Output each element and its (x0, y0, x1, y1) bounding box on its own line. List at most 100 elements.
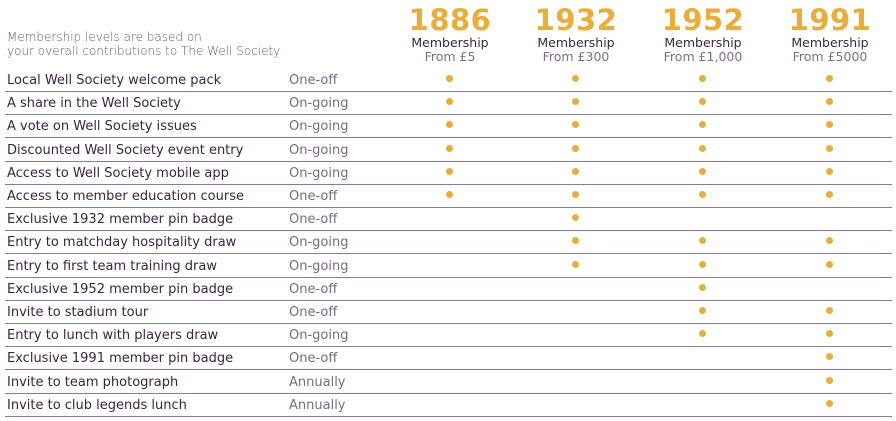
row-divider (5, 160, 892, 162)
table-row: Access to Well Society mobile app On-goin… (0, 162, 892, 185)
row-divider (5, 137, 892, 139)
intro-line-1: Membership levels are based on (7, 30, 202, 44)
benefit-label: Local Well Society welcome pack (7, 73, 222, 88)
benefit-label: Discounted Well Society event entry (7, 142, 244, 158)
tier-header-1991: 1991 Membership From £5000 (770, 4, 890, 64)
benefit-label: Invite to club legends lunch (7, 397, 187, 413)
tier-header-1932: 1932 Membership From £300 (516, 4, 636, 64)
included-dot-icon (699, 98, 706, 106)
row-divider (5, 346, 892, 348)
intro-line-2: your overall contributions to The Well S… (7, 44, 281, 58)
benefit-label: Entry to first team training draw (7, 258, 217, 274)
tier-name: Membership (664, 35, 742, 50)
included-dot-icon (826, 399, 833, 407)
included-dot-icon (826, 330, 833, 338)
tier-price: From £1,000 (663, 49, 743, 64)
included-dot-icon (446, 191, 453, 198)
tier-price: From £5000 (792, 49, 868, 64)
row-divider (5, 183, 892, 185)
table-row: A share in the Well Society On-going (0, 92, 892, 116)
included-dot-icon (826, 376, 833, 384)
table-row: Invite to team photograph Annually (0, 371, 892, 394)
table-row: Invite to club legends lunch Annually (0, 394, 892, 417)
table-row: Invite to stadium tour One-off (0, 301, 892, 324)
benefit-frequency: On-going (289, 328, 349, 344)
included-dot-icon (446, 144, 453, 152)
included-dot-icon (699, 330, 706, 338)
tier-name: Membership (411, 35, 489, 50)
table-row: Access to member education course One-off (0, 185, 892, 208)
benefit-frequency: Annually (289, 397, 346, 413)
benefit-frequency: One-off (289, 305, 338, 320)
row-divider (5, 392, 892, 394)
benefit-label: Invite to stadium tour (7, 305, 149, 320)
included-dot-icon (826, 167, 833, 175)
benefit-label: A share in the Well Society (7, 96, 181, 112)
included-dot-icon (572, 121, 579, 129)
benefit-frequency: One-off (289, 189, 338, 204)
table-row: Entry to lunch with players draw On-going (0, 324, 892, 348)
tier-year: 1952 (661, 3, 745, 37)
included-dot-icon (572, 237, 579, 245)
row-divider (5, 299, 892, 301)
included-dot-icon (826, 191, 833, 198)
included-dot-icon (699, 260, 706, 268)
included-dot-icon (572, 144, 579, 152)
benefit-label: Exclusive 1932 member pin badge (7, 212, 234, 228)
tier-header-1952: 1952 Membership From £1,000 (643, 4, 763, 64)
row-divider (5, 323, 892, 324)
benefit-label: A vote on Well Society issues (7, 119, 197, 135)
benefit-label: Entry to lunch with players draw (7, 328, 219, 344)
table-row: Entry to first team training draw On-goin… (0, 255, 892, 278)
included-dot-icon (699, 237, 706, 245)
included-dot-icon (446, 75, 453, 82)
included-dot-icon (446, 121, 453, 129)
included-dot-icon (699, 144, 706, 152)
included-dot-icon (446, 167, 453, 175)
included-dot-icon (699, 167, 706, 175)
included-dot-icon (699, 121, 706, 129)
tier-name: Membership (791, 35, 869, 50)
included-dot-icon (572, 167, 579, 175)
included-dot-icon (826, 260, 833, 268)
benefit-label: Access to Well Society mobile app (7, 165, 229, 181)
benefit-frequency: One-off (289, 73, 338, 88)
table-row: Exclusive 1952 member pin badge One-off (0, 278, 892, 301)
row-divider (5, 114, 892, 116)
included-dot-icon (699, 191, 706, 198)
row-divider (5, 369, 892, 371)
row-divider (5, 207, 892, 208)
row-divider (5, 253, 892, 255)
tier-price: From £300 (542, 49, 610, 64)
included-dot-icon (826, 75, 833, 82)
intro-text: Membership levels are based on your over… (7, 30, 337, 58)
included-dot-icon (699, 307, 706, 314)
table-row: Entry to matchday hospitality draw On-goi… (0, 231, 892, 255)
tier-header-1886: 1886 Membership From £5 (390, 4, 510, 64)
table-row: Discounted Well Society event entry On-go… (0, 139, 892, 162)
included-dot-icon (572, 98, 579, 106)
included-dot-icon (572, 214, 579, 222)
tier-year: 1886 (408, 3, 492, 37)
row-divider (5, 230, 892, 232)
benefit-frequency: On-going (289, 258, 349, 274)
included-dot-icon (826, 144, 833, 152)
included-dot-icon (826, 98, 833, 106)
benefit-frequency: One-off (289, 212, 338, 228)
benefit-frequency: On-going (289, 142, 349, 158)
included-dot-icon (826, 353, 833, 361)
included-dot-icon (699, 75, 706, 82)
included-dot-icon (572, 260, 579, 268)
table-row: Exclusive 1932 member pin badge One-off (0, 208, 892, 232)
benefit-label: Entry to matchday hospitality draw (7, 235, 237, 251)
benefit-frequency: On-going (289, 96, 349, 112)
tier-name: Membership (537, 35, 615, 50)
included-dot-icon (826, 237, 833, 245)
benefit-label: Exclusive 1991 member pin badge (7, 351, 234, 367)
included-dot-icon (826, 307, 833, 314)
tier-year: 1991 (788, 3, 872, 37)
included-dot-icon (699, 283, 706, 291)
benefit-label: Access to member education course (7, 189, 244, 204)
included-dot-icon (572, 75, 579, 82)
row-divider (5, 91, 892, 92)
